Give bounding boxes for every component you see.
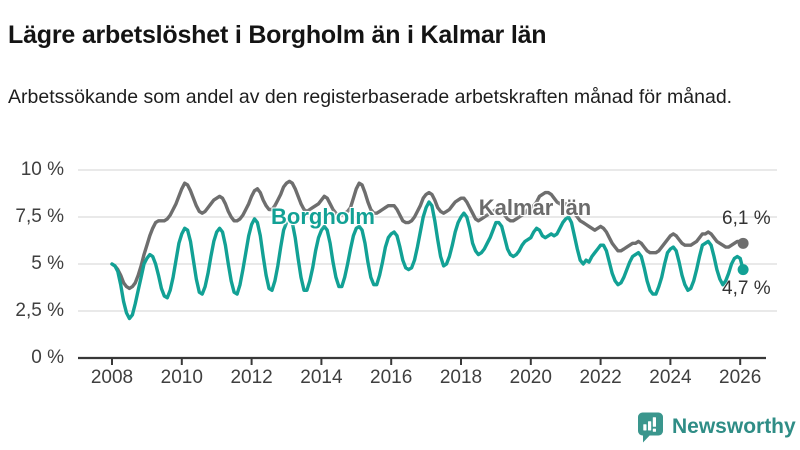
x-tick-label: 2010 <box>160 367 203 388</box>
end-value-label-kalmar: 6,1 % <box>722 208 771 229</box>
x-tick-label: 2014 <box>300 367 343 388</box>
gridlines <box>78 169 777 312</box>
brand-wordmark: Newsworthy <box>672 415 796 438</box>
newsworthy-logo: Newsworthy <box>636 411 796 443</box>
series-label-borgholm: Borgholm <box>271 204 375 229</box>
x-axis <box>78 356 766 365</box>
x-tick-label: 2012 <box>230 367 273 388</box>
x-tick-label: 2020 <box>509 367 552 388</box>
x-tick-label: 2016 <box>370 367 413 388</box>
chart-subtitle: Arbetssökande som andel av den registerb… <box>8 85 733 108</box>
y-tick-label: 0 % <box>31 347 64 368</box>
x-tick-label: 2022 <box>579 367 622 388</box>
x-tick-label: 2018 <box>439 367 483 388</box>
series-label-kalmar-lan: Kalmar län <box>478 195 592 220</box>
end-value-label-borgholm: 4,7 % <box>722 278 771 299</box>
page-title: Lägre arbetslöshet i Borgholm än i Kalma… <box>8 20 547 49</box>
bar-chart-speech-bubble-icon <box>638 412 663 443</box>
y-tick-label: 7,5 % <box>15 206 64 227</box>
x-tick-label: 2024 <box>649 367 692 388</box>
line-series <box>110 179 749 321</box>
y-tick-label: 2,5 % <box>15 300 64 321</box>
y-tick-label: 5 % <box>31 253 64 274</box>
x-tick-label: 2026 <box>719 367 762 388</box>
y-tick-label: 10 % <box>20 159 64 180</box>
x-tick-label: 2008 <box>90 367 134 388</box>
